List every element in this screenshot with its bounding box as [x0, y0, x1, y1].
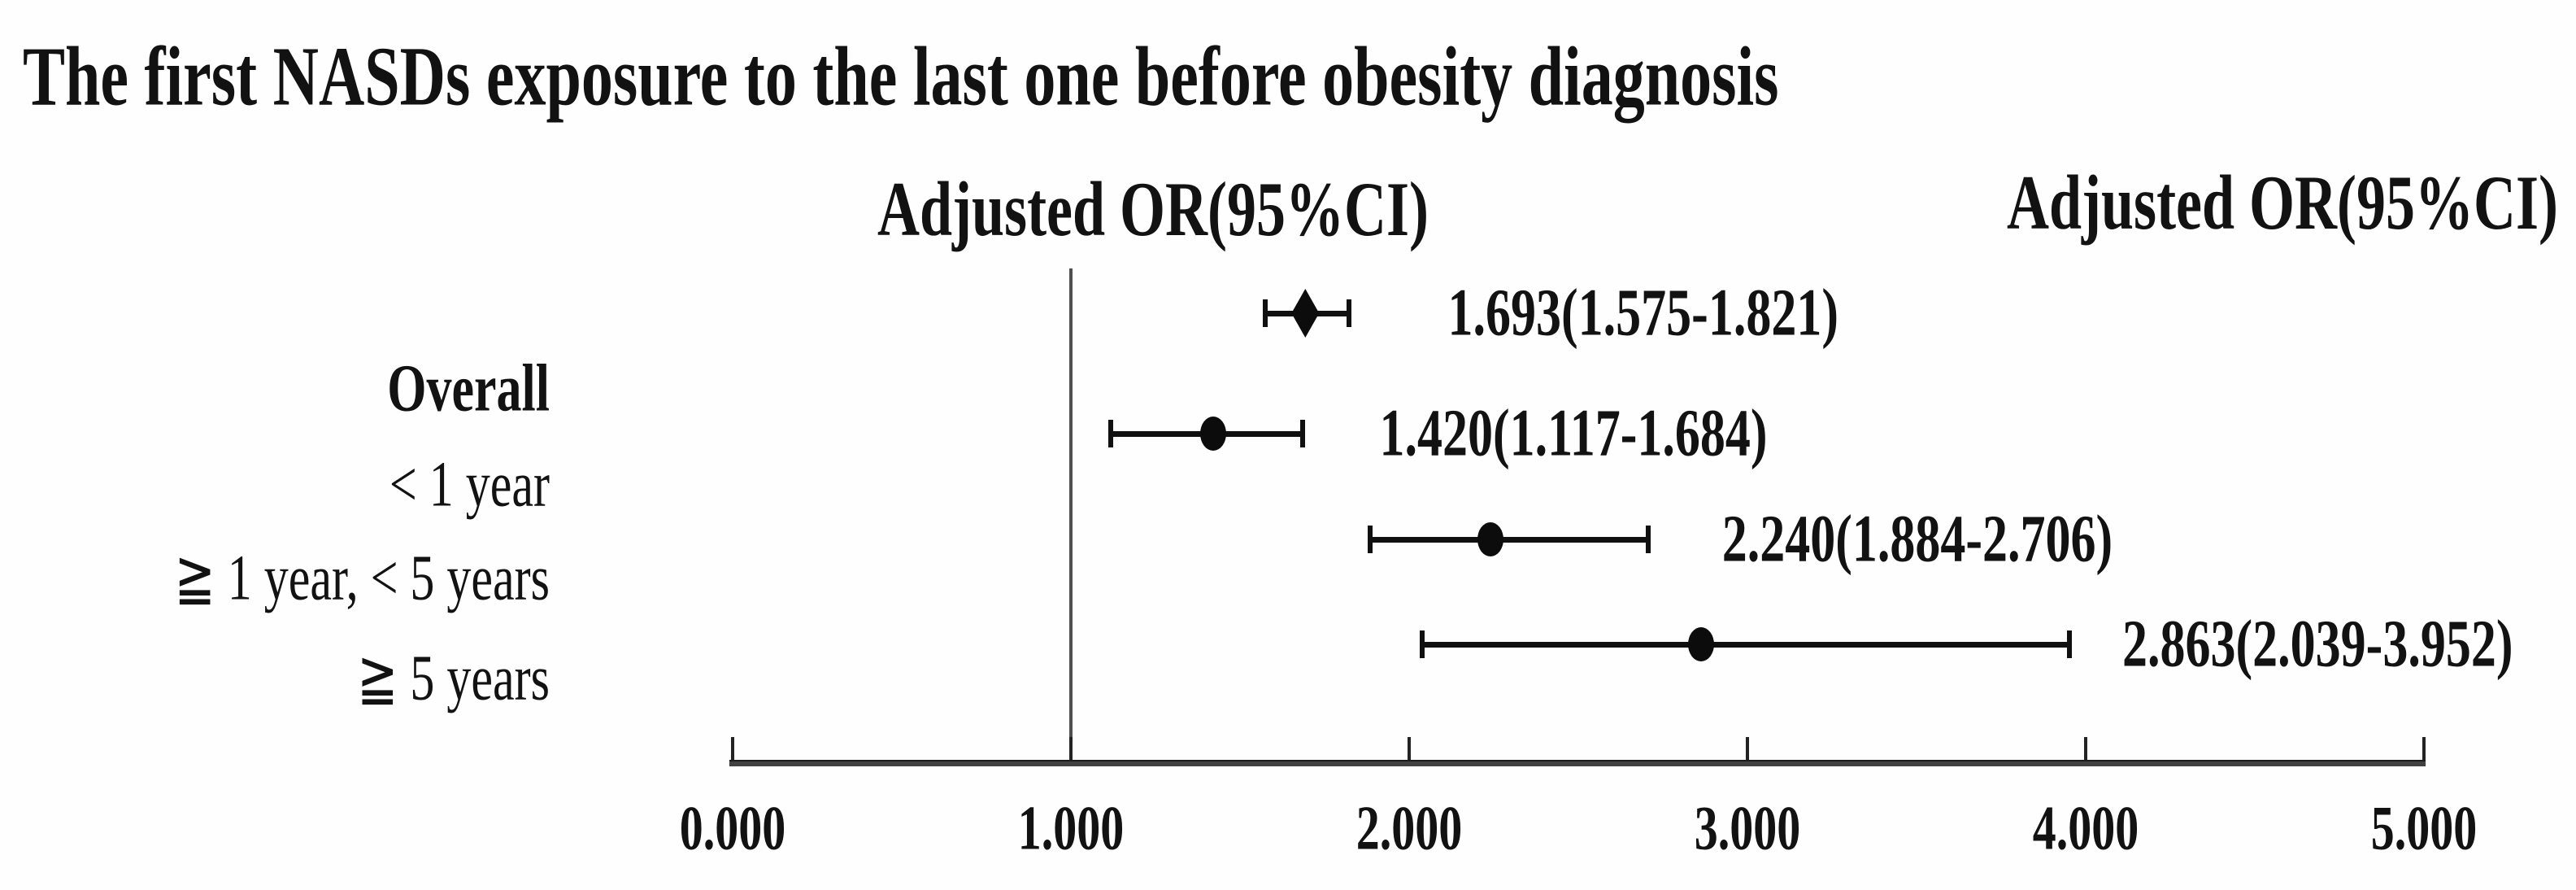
- or-ci-value: 1.420(1.117-1.684): [1379, 396, 1768, 471]
- x-axis-tick-label: 3.000: [1694, 792, 1801, 863]
- x-axis-tick-4.000: [2084, 737, 2087, 760]
- or-ci-value: 2.240(1.884-2.706): [1721, 502, 2113, 577]
- x-axis-line: [729, 760, 2426, 766]
- row-label: < 1 year: [389, 448, 550, 520]
- or-marker-diamond: [1291, 289, 1320, 338]
- x-axis-tick-0.000: [731, 737, 734, 760]
- x-axis-tick-2.000: [1408, 737, 1411, 760]
- row-label: Overall: [387, 351, 550, 426]
- ci-cap-high: [1299, 420, 1305, 447]
- x-axis-tick-label: 5.000: [2370, 792, 2478, 863]
- row-label: ≧ 5 years: [357, 642, 550, 713]
- ci-cap-low: [1107, 420, 1113, 447]
- x-axis-tick-label: 1.000: [1017, 792, 1125, 863]
- reference-line-or-1: [1069, 268, 1073, 766]
- ci-cap-low: [1367, 526, 1373, 553]
- ci-cap-low: [1420, 630, 1425, 658]
- or-marker-circle: [1477, 522, 1503, 556]
- ci-bar: [1369, 536, 1648, 543]
- ci-cap-low: [1263, 299, 1268, 327]
- column-header-adjusted-or-right: Adjusted OR(95%CI): [2006, 159, 2559, 246]
- or-marker-circle: [1688, 627, 1714, 661]
- x-axis-tick-3.000: [1746, 737, 1749, 760]
- row-label: ≧ 1 year, < 5 years: [174, 542, 550, 613]
- ci-cap-high: [1645, 526, 1651, 553]
- or-ci-value: 1.693(1.575-1.821): [1447, 276, 1838, 351]
- x-axis-tick-label: 2.000: [1355, 792, 1463, 863]
- x-axis-tick-label: 0.000: [679, 792, 786, 863]
- x-axis-tick-5.000: [2422, 737, 2426, 760]
- or-ci-value: 2.863(2.039-3.952): [2122, 607, 2513, 682]
- column-header-adjusted-or-left: Adjusted OR(95%CI): [877, 166, 1429, 253]
- or-marker-circle: [1199, 417, 1226, 451]
- ci-bar: [1422, 641, 2070, 648]
- x-axis-tick-1.000: [1069, 737, 1073, 760]
- ci-cap-high: [1346, 299, 1351, 327]
- figure-title: The first NASDs exposure to the last one…: [23, 28, 1779, 124]
- x-axis-tick-label: 4.000: [2032, 792, 2139, 863]
- ci-cap-high: [2067, 630, 2073, 658]
